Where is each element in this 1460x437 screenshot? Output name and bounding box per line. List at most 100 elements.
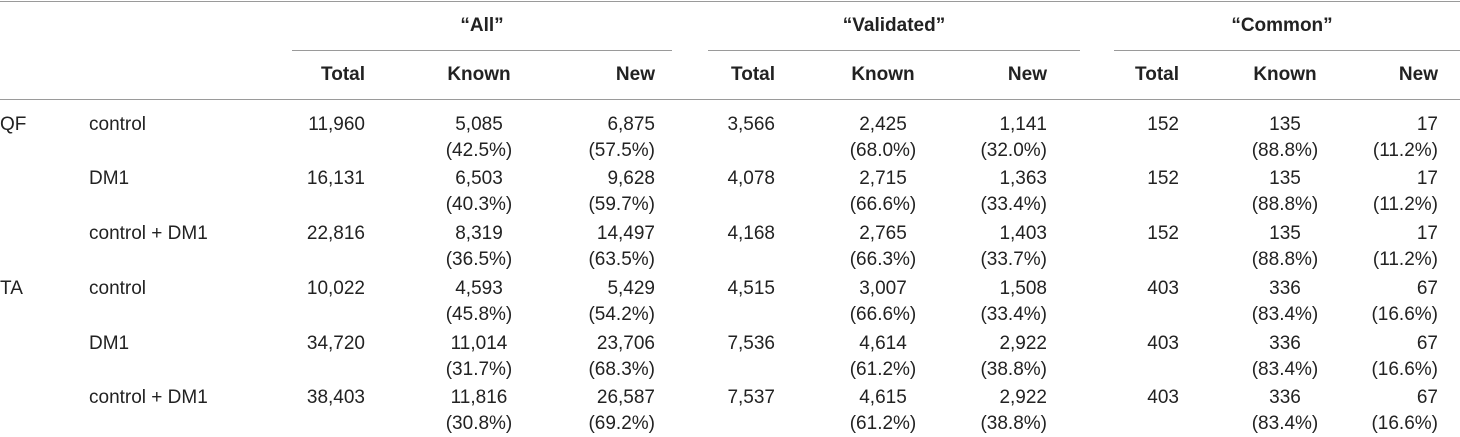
cell-known-pct: (40.3%) xyxy=(445,194,513,215)
cell-total: 22,816 xyxy=(306,223,365,244)
column-header-total: Total xyxy=(1135,64,1179,85)
cell-new-pct: (11.2%) xyxy=(1372,249,1438,270)
cell-known: 135 xyxy=(1269,223,1301,244)
row-condition: control + DM1 xyxy=(89,387,208,408)
group-header: “Validated” xyxy=(842,15,946,36)
cell-known-pct: (45.8%) xyxy=(445,304,513,325)
cell-new: 67 xyxy=(1416,387,1438,408)
group-rule-2 xyxy=(1114,50,1460,51)
cell-new-pct: (32.0%) xyxy=(980,140,1047,161)
cell-known: 336 xyxy=(1269,387,1301,408)
cell-new-pct: (11.2%) xyxy=(1372,140,1438,161)
cell-known: 4,593 xyxy=(455,278,503,299)
row-condition: DM1 xyxy=(89,168,130,189)
cell-known-pct: (30.8%) xyxy=(445,413,513,434)
cell-total: 4,515 xyxy=(727,278,775,299)
group-header: “Common” xyxy=(1231,15,1333,36)
cell-known-pct: (61.2%) xyxy=(849,413,917,434)
cell-new: 2,922 xyxy=(999,387,1047,408)
cell-total: 38,403 xyxy=(306,387,365,408)
cell-new-pct: (33.4%) xyxy=(980,304,1047,325)
top-rule xyxy=(0,1,1460,2)
cell-new-pct: (33.4%) xyxy=(980,194,1047,215)
cell-total: 10,022 xyxy=(306,278,365,299)
cell-total: 403 xyxy=(1147,278,1179,299)
column-header-new: New xyxy=(1398,64,1438,85)
cell-total: 403 xyxy=(1147,387,1179,408)
header-rule xyxy=(0,99,1460,100)
cell-known: 135 xyxy=(1269,168,1301,189)
cell-known-pct: (36.5%) xyxy=(445,249,513,270)
cell-known-pct: (88.8%) xyxy=(1251,140,1319,161)
cell-total: 7,537 xyxy=(727,387,775,408)
column-header-known: Known xyxy=(447,64,511,85)
cell-known-pct: (83.4%) xyxy=(1251,359,1319,380)
cell-new-pct: (11.2%) xyxy=(1372,194,1438,215)
cell-new: 17 xyxy=(1416,168,1438,189)
cell-new: 1,141 xyxy=(999,114,1047,135)
cell-known-pct: (66.6%) xyxy=(849,194,917,215)
column-header-known: Known xyxy=(1253,64,1317,85)
row-tissue: QF xyxy=(0,114,27,135)
cell-known: 2,765 xyxy=(859,223,907,244)
cell-total: 4,078 xyxy=(727,168,775,189)
cell-known-pct: (31.7%) xyxy=(445,359,513,380)
cell-new-pct: (33.7%) xyxy=(980,249,1047,270)
row-tissue: TA xyxy=(0,278,23,299)
column-header-new: New xyxy=(1007,64,1047,85)
row-condition: DM1 xyxy=(89,333,130,354)
cell-known-pct: (42.5%) xyxy=(445,140,513,161)
cell-total: 152 xyxy=(1147,168,1179,189)
cell-new: 2,922 xyxy=(999,333,1047,354)
cell-new-pct: (59.7%) xyxy=(588,194,655,215)
cell-new-pct: (54.2%) xyxy=(588,304,655,325)
cell-new-pct: (38.8%) xyxy=(980,359,1047,380)
cell-new: 9,628 xyxy=(607,168,655,189)
column-header-total: Total xyxy=(731,64,775,85)
cell-new-pct: (63.5%) xyxy=(588,249,655,270)
cell-known: 3,007 xyxy=(859,278,907,299)
cell-known: 6,503 xyxy=(455,168,503,189)
group-header: “All” xyxy=(460,15,504,36)
cell-total: 34,720 xyxy=(306,333,365,354)
cell-known: 4,614 xyxy=(859,333,907,354)
cell-new-pct: (69.2%) xyxy=(588,413,655,434)
cell-known-pct: (61.2%) xyxy=(849,359,917,380)
cell-new: 23,706 xyxy=(596,333,655,354)
cell-new: 67 xyxy=(1416,333,1438,354)
group-rule-0 xyxy=(292,50,672,51)
cell-known-pct: (68.0%) xyxy=(849,140,917,161)
cell-new-pct: (16.6%) xyxy=(1371,413,1438,434)
cell-known: 8,319 xyxy=(455,223,503,244)
cell-total: 3,566 xyxy=(727,114,775,135)
cell-total: 7,536 xyxy=(727,333,775,354)
cell-new: 26,587 xyxy=(596,387,655,408)
cell-total: 152 xyxy=(1147,114,1179,135)
cell-known: 135 xyxy=(1269,114,1301,135)
column-header-total: Total xyxy=(321,64,365,85)
cell-total: 16,131 xyxy=(306,168,365,189)
cell-new: 5,429 xyxy=(607,278,655,299)
cell-known-pct: (88.8%) xyxy=(1251,194,1319,215)
cell-known-pct: (88.8%) xyxy=(1251,249,1319,270)
row-condition: control xyxy=(89,278,147,299)
cell-new: 67 xyxy=(1416,278,1438,299)
row-condition: control + DM1 xyxy=(89,223,208,244)
cell-new-pct: (38.8%) xyxy=(980,413,1047,434)
cell-new: 1,403 xyxy=(999,223,1047,244)
cell-known: 5,085 xyxy=(455,114,503,135)
row-condition: control xyxy=(89,114,147,135)
cell-new-pct: (68.3%) xyxy=(588,359,655,380)
cell-known: 4,615 xyxy=(859,387,907,408)
cell-known: 11,014 xyxy=(450,333,508,354)
cell-new: 17 xyxy=(1416,223,1438,244)
cell-total: 403 xyxy=(1147,333,1179,354)
cell-new-pct: (16.6%) xyxy=(1371,304,1438,325)
cell-new: 17 xyxy=(1416,114,1438,135)
cell-known: 2,715 xyxy=(859,168,907,189)
cell-known-pct: (66.6%) xyxy=(849,304,917,325)
column-header-known: Known xyxy=(851,64,915,85)
cell-new: 6,875 xyxy=(607,114,655,135)
cell-new: 1,508 xyxy=(999,278,1047,299)
cell-new: 14,497 xyxy=(596,223,655,244)
